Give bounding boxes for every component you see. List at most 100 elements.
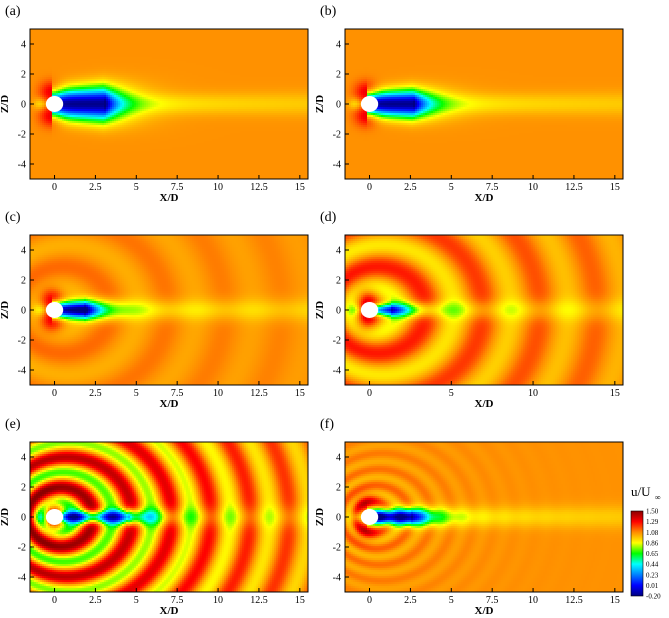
heatmap-cell: [88, 71, 90, 73]
heatmap-cell: [174, 55, 176, 57]
heatmap-cell: [276, 47, 278, 49]
heatmap-cell: [40, 49, 42, 51]
heatmap-cell: [58, 45, 60, 47]
heatmap-cell: [114, 57, 116, 59]
heatmap-cell: [272, 39, 274, 41]
heatmap-cell: [150, 53, 152, 55]
heatmap-cell: [162, 35, 164, 37]
heatmap-cell: [154, 55, 156, 57]
heatmap-cell: [208, 67, 210, 69]
heatmap-cell: [86, 41, 88, 43]
heatmap-cell: [180, 73, 182, 75]
heatmap-cell: [238, 45, 240, 47]
heatmap-cell: [104, 69, 106, 71]
heatmap-cell: [224, 69, 226, 71]
heatmap-cell: [228, 57, 230, 59]
heatmap-cell: [166, 61, 168, 63]
heatmap-cell: [182, 59, 184, 61]
heatmap-cell: [192, 61, 194, 63]
heatmap-cell: [64, 59, 66, 61]
heatmap-cell: [164, 39, 166, 41]
heatmap-cell: [264, 41, 266, 43]
heatmap-cell: [286, 73, 288, 75]
heatmap-cell: [122, 39, 124, 41]
heatmap-cell: [244, 43, 246, 45]
heatmap-cell: [100, 51, 102, 53]
heatmap-cell: [178, 65, 180, 67]
heatmap-cell: [100, 35, 102, 37]
heatmap-cell: [172, 59, 174, 61]
heatmap-cell: [54, 51, 56, 53]
heatmap-cell: [52, 45, 54, 47]
heatmap-cell: [88, 55, 90, 57]
heatmap-cell: [248, 67, 250, 69]
heatmap-cell: [138, 73, 140, 75]
heatmap-cell: [214, 73, 216, 75]
heatmap-cell: [226, 59, 228, 61]
heatmap-cell: [108, 59, 110, 61]
heatmap-cell: [222, 63, 224, 65]
heatmap-cell: [144, 73, 146, 75]
heatmap-cell: [266, 67, 268, 69]
heatmap-cell: [88, 57, 90, 59]
heatmap-cell: [80, 57, 82, 59]
heatmap-cell: [90, 43, 92, 45]
heatmap-cell: [162, 61, 164, 63]
heatmap-cell: [228, 73, 230, 75]
heatmap-cell: [240, 67, 242, 69]
heatmap-cell: [182, 31, 184, 33]
heatmap-cell: [144, 39, 146, 41]
heatmap-cell: [126, 53, 128, 55]
heatmap-cell: [280, 37, 282, 39]
heatmap-cell: [278, 49, 280, 51]
heatmap-cell: [300, 45, 302, 47]
heatmap-cell: [70, 45, 72, 47]
heatmap-cell: [72, 39, 74, 41]
heatmap-cell: [304, 45, 306, 47]
heatmap-cell: [176, 63, 178, 65]
heatmap-cell: [84, 49, 86, 51]
heatmap-cell: [72, 57, 74, 59]
heatmap-cell: [82, 57, 84, 59]
heatmap-cell: [272, 65, 274, 67]
heatmap-cell: [82, 65, 84, 67]
heatmap-cell: [252, 55, 254, 57]
heatmap-cell: [156, 47, 158, 49]
heatmap-cell: [58, 65, 60, 67]
heatmap-cell: [250, 69, 252, 71]
heatmap-cell: [162, 65, 164, 67]
heatmap-cell: [46, 71, 48, 73]
heatmap-cell: [182, 43, 184, 45]
heatmap-cell: [68, 51, 70, 53]
heatmap-cell: [254, 37, 256, 39]
heatmap-cell: [84, 65, 86, 67]
heatmap-cell: [258, 45, 260, 47]
heatmap-cell: [46, 37, 48, 39]
heatmap-cell: [108, 33, 110, 35]
heatmap-cell: [62, 59, 64, 61]
heatmap-cell: [226, 37, 228, 39]
heatmap-cell: [120, 33, 122, 35]
heatmap-cell: [204, 49, 206, 51]
heatmap-cell: [162, 53, 164, 55]
heatmap-cell: [74, 67, 76, 69]
heatmap-cell: [136, 47, 138, 49]
heatmap-cell: [132, 39, 134, 41]
heatmap-cell: [230, 57, 232, 59]
heatmap-cell: [36, 35, 38, 37]
heatmap-cell: [252, 73, 254, 75]
heatmap-cell: [290, 33, 292, 35]
heatmap-cell: [274, 65, 276, 67]
heatmap-cell: [204, 39, 206, 41]
heatmap-cell: [34, 51, 36, 53]
heatmap-cell: [44, 37, 46, 39]
heatmap-cell: [36, 45, 38, 47]
heatmap-cell: [208, 57, 210, 59]
heatmap-cell: [250, 37, 252, 39]
heatmap-cell: [40, 61, 42, 63]
heatmap-cell: [158, 59, 160, 61]
heatmap-cell: [160, 43, 162, 45]
heatmap-cell: [38, 53, 40, 55]
heatmap-cell: [244, 39, 246, 41]
heatmap-cell: [104, 59, 106, 61]
